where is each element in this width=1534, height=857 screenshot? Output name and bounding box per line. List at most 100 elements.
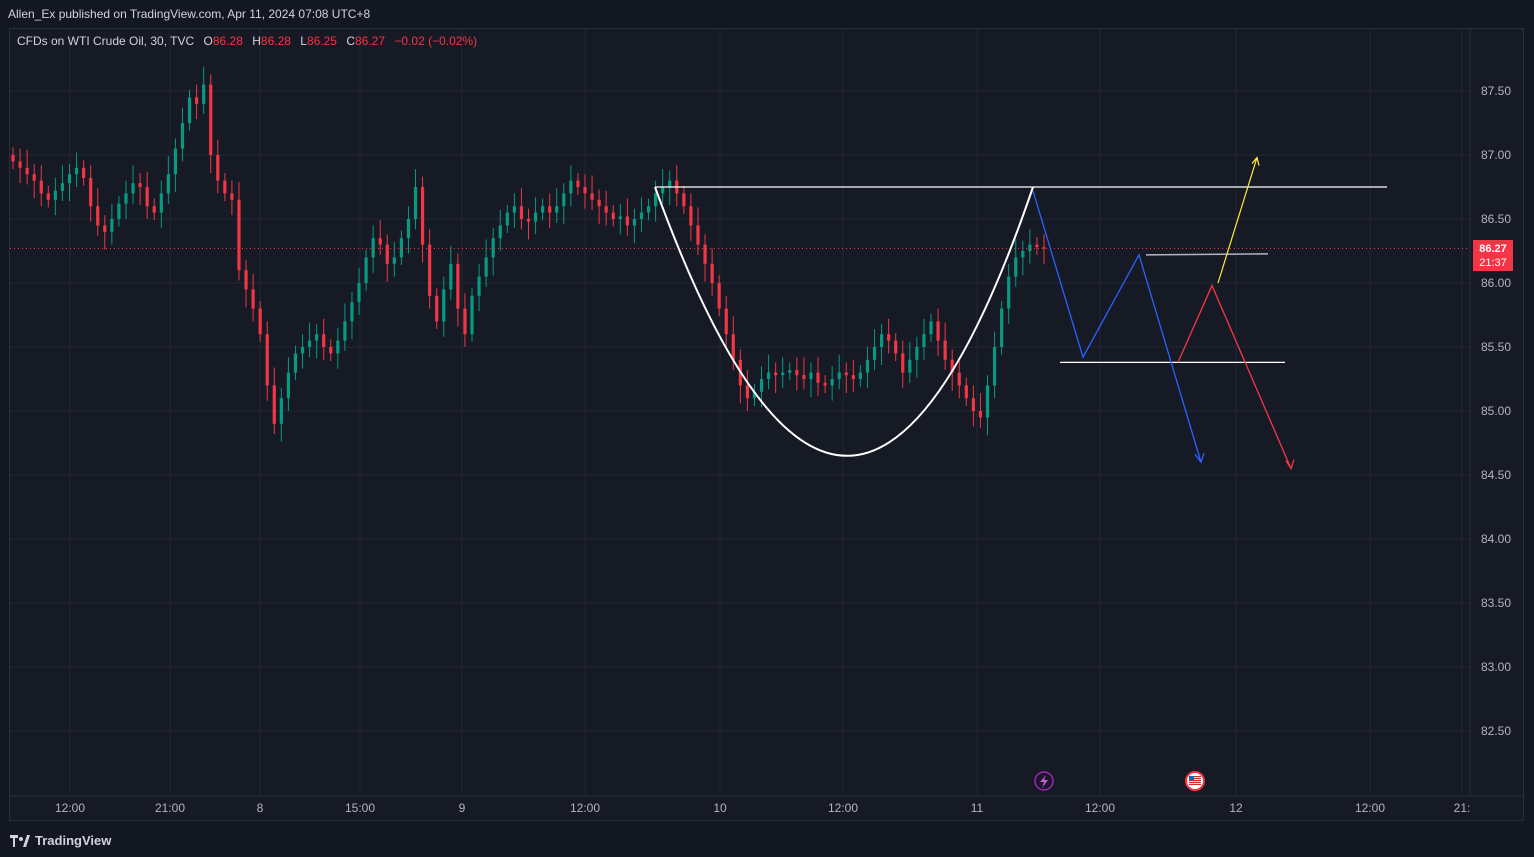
candle-body bbox=[929, 321, 933, 335]
candle-body bbox=[103, 225, 107, 232]
candle-body bbox=[745, 385, 750, 399]
candle-body bbox=[463, 308, 467, 335]
candle-body bbox=[244, 270, 248, 290]
high-label: H bbox=[252, 34, 261, 48]
candle-body bbox=[823, 382, 827, 386]
candle-body bbox=[1028, 244, 1032, 251]
candle-body bbox=[392, 257, 396, 264]
bearish-path-blue[interactable] bbox=[1032, 190, 1202, 463]
open-label: O bbox=[203, 34, 213, 48]
candle-body bbox=[519, 206, 524, 219]
candle-body bbox=[533, 212, 538, 222]
time-tick-label: 12:00 bbox=[570, 801, 600, 815]
candle-body bbox=[901, 353, 905, 373]
candle-body bbox=[357, 283, 361, 303]
candle-body bbox=[802, 375, 806, 379]
time-tick-label: 21:00 bbox=[155, 801, 185, 815]
close-label: C bbox=[346, 34, 355, 48]
symbol-name[interactable]: CFDs on WTI Crude Oil, 30, TVC bbox=[17, 34, 195, 48]
candle-body bbox=[837, 372, 841, 379]
candle-body bbox=[555, 206, 559, 213]
candle-body bbox=[435, 295, 439, 322]
price-tick-label: 86.50 bbox=[1481, 212, 1511, 226]
symbol-legend: CFDs on WTI Crude Oil, 30, TVC O 86.28 H 8… bbox=[17, 34, 477, 48]
candle-body bbox=[908, 359, 912, 373]
candle-body bbox=[583, 187, 587, 194]
candle-body bbox=[25, 167, 29, 175]
price-tick-label: 86.00 bbox=[1481, 276, 1511, 290]
candle-body bbox=[258, 308, 262, 335]
candle-body bbox=[350, 302, 354, 322]
brand-name: TradingView bbox=[35, 833, 112, 848]
candle-body bbox=[1007, 276, 1011, 309]
time-tick-label: 12:00 bbox=[55, 801, 85, 815]
candle-body bbox=[237, 199, 241, 271]
candle-body bbox=[830, 379, 834, 386]
candle-body bbox=[548, 206, 552, 213]
candle-body bbox=[124, 193, 128, 204]
candle-body bbox=[202, 84, 206, 104]
bearish-path-red[interactable] bbox=[1177, 283, 1292, 469]
candle-body bbox=[788, 370, 792, 373]
candle-body bbox=[11, 155, 15, 162]
candle-body bbox=[286, 372, 291, 399]
candle-body bbox=[597, 199, 601, 207]
high-value: 86.28 bbox=[260, 34, 291, 48]
price-tick-label: 85.50 bbox=[1481, 340, 1511, 354]
candle-body bbox=[46, 193, 50, 200]
candle-body bbox=[251, 289, 255, 309]
time-tick-label: 10 bbox=[713, 801, 727, 815]
candle-body bbox=[625, 216, 629, 226]
attribution-text: Allen_Ex published on TradingView.com, A… bbox=[8, 7, 371, 21]
candle-body bbox=[39, 180, 43, 194]
candle-body bbox=[96, 206, 100, 226]
candle-body bbox=[173, 148, 178, 175]
time-tick-label: 12:00 bbox=[828, 801, 858, 815]
flag-stripe bbox=[1189, 780, 1201, 781]
price-tick-label: 87.50 bbox=[1481, 84, 1511, 98]
time-tick-label: 12:00 bbox=[1085, 801, 1115, 815]
candle-body bbox=[696, 225, 700, 245]
candle-body bbox=[117, 203, 121, 219]
candle-body bbox=[378, 238, 382, 245]
candle-body bbox=[477, 276, 481, 296]
candle-body bbox=[53, 190, 57, 200]
time-tick-label: 15:00 bbox=[345, 801, 375, 815]
flag-stripe bbox=[1189, 776, 1201, 777]
candle-body bbox=[950, 359, 954, 373]
candle-body bbox=[343, 321, 347, 341]
candle-body bbox=[816, 372, 820, 383]
candle-body bbox=[985, 385, 990, 418]
candle-body bbox=[498, 225, 502, 239]
candle-body bbox=[774, 372, 778, 376]
bullish-path-yellow[interactable] bbox=[1217, 157, 1258, 284]
candle-body bbox=[766, 372, 771, 379]
candle-body bbox=[731, 334, 735, 360]
candle-body bbox=[209, 84, 213, 155]
cup-curve[interactable] bbox=[654, 186, 1034, 457]
time-tick-label: 12 bbox=[1229, 801, 1243, 815]
candle-body bbox=[590, 193, 594, 200]
flag-stripe bbox=[1189, 782, 1201, 783]
close-value: 86.27 bbox=[355, 34, 386, 48]
candle-body bbox=[406, 219, 411, 239]
candle-body bbox=[887, 334, 891, 341]
candle-body bbox=[689, 206, 693, 226]
candle-body bbox=[512, 206, 516, 213]
candle-body bbox=[781, 372, 785, 376]
candle-body bbox=[420, 187, 425, 245]
candle-body bbox=[18, 161, 22, 168]
candle-body bbox=[152, 206, 156, 213]
bar-countdown: 21:37 bbox=[1479, 257, 1507, 269]
price-tick-label: 85.00 bbox=[1481, 404, 1511, 418]
candle-body bbox=[576, 180, 580, 187]
candle-body bbox=[336, 340, 340, 354]
candle-body bbox=[110, 219, 114, 232]
tradingview-logo[interactable]: TradingView bbox=[10, 833, 111, 848]
handle-line[interactable] bbox=[1145, 253, 1269, 256]
candle-body bbox=[724, 308, 728, 335]
candle-body bbox=[442, 289, 446, 322]
candle-body bbox=[1021, 251, 1025, 258]
candle-body bbox=[964, 385, 968, 399]
